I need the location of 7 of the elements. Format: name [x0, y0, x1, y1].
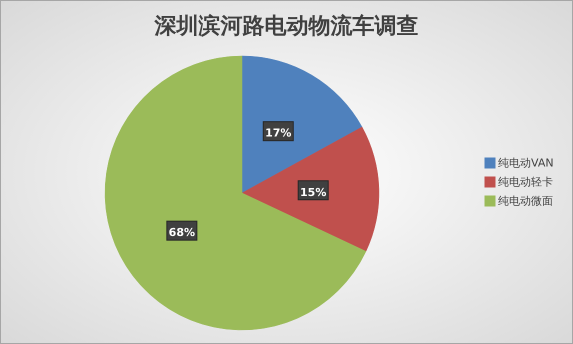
- title: 深圳滨河路电动物流车调查: [154, 13, 418, 39]
- legend-label: 纯电动微面: [498, 194, 553, 208]
- legend-label: 纯电动VAN: [498, 156, 554, 170]
- legend-label: 纯电动轻卡: [498, 176, 553, 188]
- data-label: 15%: [300, 186, 326, 199]
- data-label: 68%: [168, 226, 196, 240]
- data-label: 17%: [265, 126, 292, 140]
